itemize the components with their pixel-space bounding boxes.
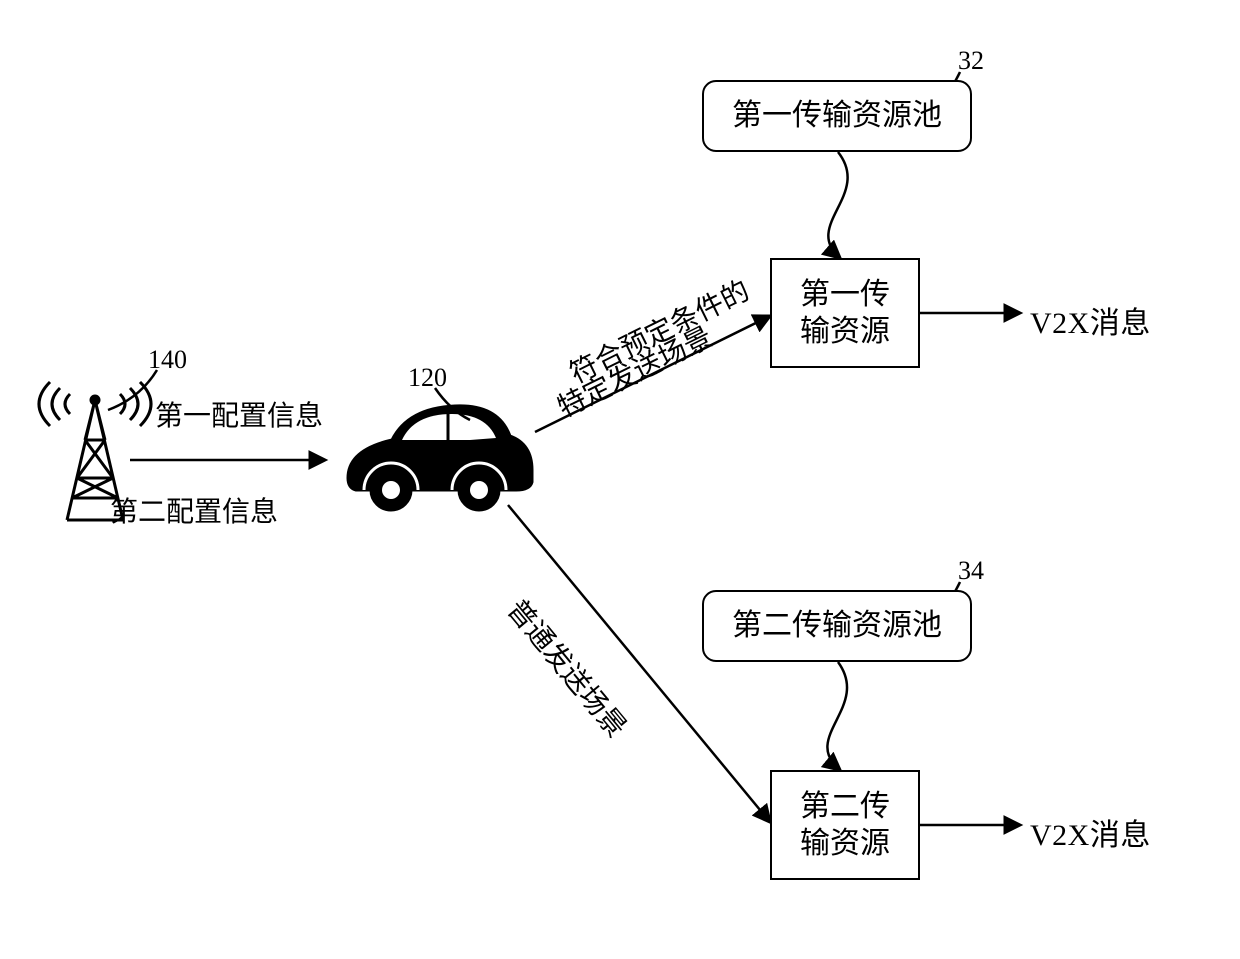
arrow-pool1-to-res1 <box>828 152 847 258</box>
arrow-pool2-to-res2 <box>827 662 847 770</box>
tower-ref-number: 140 <box>148 345 187 375</box>
res1-line2: 输资源 <box>800 313 890 351</box>
res2-line2: 输资源 <box>800 825 890 863</box>
label-config-2: 第二配置信息 <box>110 490 278 530</box>
res1-line1: 第一传 <box>800 276 890 314</box>
car-ref-number: 120 <box>408 363 447 393</box>
pool1-text: 第一传输资源池 <box>732 97 942 135</box>
res2-line1: 第二传 <box>800 788 890 826</box>
pool2-text: 第二传输资源池 <box>732 607 942 645</box>
res1-out-label: V2X消息 <box>1030 298 1151 342</box>
res2-out-label: V2X消息 <box>1030 810 1151 854</box>
node-res-1: 第一传 输资源 <box>770 258 920 368</box>
pool1-ref-number: 32 <box>958 46 984 76</box>
node-pool-2: 第二传输资源池 <box>702 590 972 662</box>
pool2-ref-number: 34 <box>958 556 984 586</box>
node-res-2: 第二传 输资源 <box>770 770 920 880</box>
car-icon <box>348 406 532 510</box>
node-pool-1: 第一传输资源池 <box>702 80 972 152</box>
diagram-stage: 140 第一配置信息 第二配置信息 120 第一传输资源池 32 第一传 输资源… <box>0 0 1240 959</box>
tower-ref-leader <box>108 370 157 410</box>
diag-bottom-line1: 普通发送场景 <box>499 590 637 745</box>
label-config-1: 第一配置信息 <box>155 394 323 434</box>
